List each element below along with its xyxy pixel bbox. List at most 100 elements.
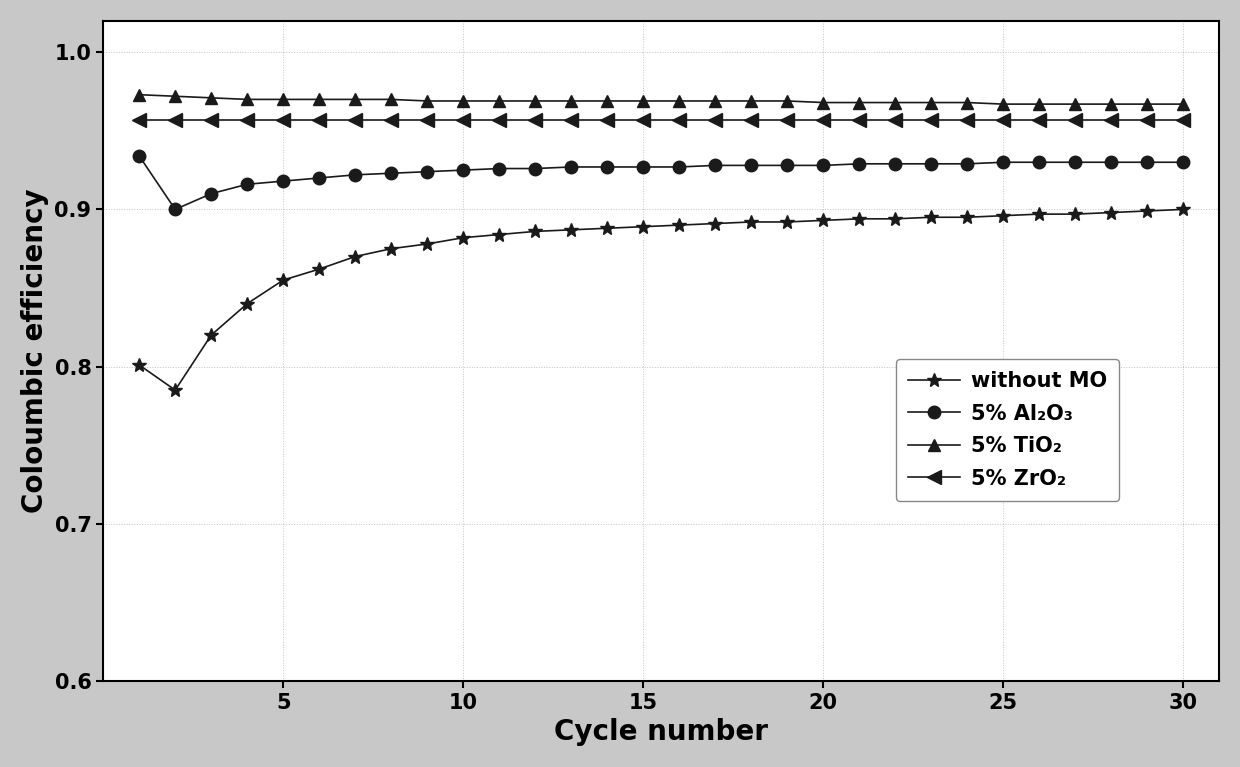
5% ZrO₂ xyxy=(888,115,903,124)
5% Al₂O₃ xyxy=(1140,158,1154,167)
5% ZrO₂ xyxy=(456,115,471,124)
without MO xyxy=(492,230,507,239)
5% ZrO₂ xyxy=(708,115,723,124)
5% TiO₂ xyxy=(564,97,579,106)
5% Al₂O₃ xyxy=(564,163,579,172)
5% Al₂O₃ xyxy=(600,163,615,172)
without MO xyxy=(636,222,651,232)
without MO xyxy=(203,331,218,340)
5% ZrO₂ xyxy=(528,115,543,124)
5% Al₂O₃ xyxy=(420,167,435,176)
5% Al₂O₃ xyxy=(744,161,759,170)
5% TiO₂ xyxy=(383,95,398,104)
without MO xyxy=(852,214,867,223)
5% Al₂O₃ xyxy=(996,158,1011,167)
5% Al₂O₃ xyxy=(239,179,254,189)
5% Al₂O₃ xyxy=(1068,158,1083,167)
5% Al₂O₃ xyxy=(131,151,146,160)
5% TiO₂ xyxy=(167,92,182,101)
5% Al₂O₃ xyxy=(636,163,651,172)
without MO xyxy=(924,212,939,222)
5% Al₂O₃ xyxy=(347,170,362,179)
without MO xyxy=(347,252,362,261)
5% Al₂O₃ xyxy=(311,173,326,183)
5% ZrO₂ xyxy=(275,115,290,124)
5% ZrO₂ xyxy=(1140,115,1154,124)
Line: without MO: without MO xyxy=(133,202,1190,397)
without MO xyxy=(996,211,1011,220)
without MO xyxy=(564,225,579,235)
5% TiO₂ xyxy=(1140,100,1154,109)
5% ZrO₂ xyxy=(1068,115,1083,124)
5% ZrO₂ xyxy=(1176,115,1190,124)
5% TiO₂ xyxy=(1104,100,1118,109)
5% TiO₂ xyxy=(816,98,831,107)
5% Al₂O₃ xyxy=(852,160,867,169)
5% TiO₂ xyxy=(131,90,146,99)
5% TiO₂ xyxy=(852,98,867,107)
Line: 5% ZrO₂: 5% ZrO₂ xyxy=(133,113,1190,127)
X-axis label: Cycle number: Cycle number xyxy=(554,718,769,746)
5% TiO₂ xyxy=(1068,100,1083,109)
5% TiO₂ xyxy=(996,100,1011,109)
5% ZrO₂ xyxy=(492,115,507,124)
5% TiO₂ xyxy=(888,98,903,107)
5% Al₂O₃ xyxy=(924,160,939,169)
5% Al₂O₃ xyxy=(780,161,795,170)
5% Al₂O₃ xyxy=(275,176,290,186)
without MO xyxy=(1140,206,1154,216)
5% TiO₂ xyxy=(456,97,471,106)
without MO xyxy=(167,386,182,395)
5% ZrO₂ xyxy=(203,115,218,124)
Legend: without MO, 5% Al₂O₃, 5% TiO₂, 5% ZrO₂: without MO, 5% Al₂O₃, 5% TiO₂, 5% ZrO₂ xyxy=(895,359,1120,502)
without MO xyxy=(420,239,435,249)
without MO xyxy=(708,219,723,228)
5% TiO₂ xyxy=(600,97,615,106)
Line: 5% Al₂O₃: 5% Al₂O₃ xyxy=(133,150,1189,216)
without MO xyxy=(131,360,146,370)
5% TiO₂ xyxy=(528,97,543,106)
5% Al₂O₃ xyxy=(456,166,471,175)
5% Al₂O₃ xyxy=(528,164,543,173)
5% ZrO₂ xyxy=(636,115,651,124)
5% ZrO₂ xyxy=(672,115,687,124)
5% Al₂O₃ xyxy=(708,161,723,170)
without MO xyxy=(780,217,795,226)
without MO xyxy=(600,224,615,233)
5% Al₂O₃ xyxy=(492,164,507,173)
without MO xyxy=(888,214,903,223)
5% ZrO₂ xyxy=(780,115,795,124)
5% TiO₂ xyxy=(708,97,723,106)
5% TiO₂ xyxy=(275,95,290,104)
5% TiO₂ xyxy=(203,94,218,103)
5% TiO₂ xyxy=(420,97,435,106)
without MO xyxy=(239,299,254,308)
5% TiO₂ xyxy=(239,95,254,104)
without MO xyxy=(456,233,471,242)
5% ZrO₂ xyxy=(383,115,398,124)
Line: 5% TiO₂: 5% TiO₂ xyxy=(133,88,1189,110)
5% TiO₂ xyxy=(780,97,795,106)
5% TiO₂ xyxy=(1032,100,1047,109)
without MO xyxy=(744,217,759,226)
without MO xyxy=(816,216,831,225)
5% ZrO₂ xyxy=(564,115,579,124)
5% ZrO₂ xyxy=(167,115,182,124)
5% TiO₂ xyxy=(347,95,362,104)
5% ZrO₂ xyxy=(924,115,939,124)
5% TiO₂ xyxy=(744,97,759,106)
5% ZrO₂ xyxy=(996,115,1011,124)
5% ZrO₂ xyxy=(960,115,975,124)
5% ZrO₂ xyxy=(347,115,362,124)
without MO xyxy=(960,212,975,222)
5% TiO₂ xyxy=(311,95,326,104)
5% Al₂O₃ xyxy=(1104,158,1118,167)
5% TiO₂ xyxy=(636,97,651,106)
without MO xyxy=(1068,209,1083,219)
5% TiO₂ xyxy=(492,97,507,106)
5% Al₂O₃ xyxy=(1032,158,1047,167)
without MO xyxy=(383,244,398,253)
5% ZrO₂ xyxy=(311,115,326,124)
5% ZrO₂ xyxy=(852,115,867,124)
5% ZrO₂ xyxy=(816,115,831,124)
